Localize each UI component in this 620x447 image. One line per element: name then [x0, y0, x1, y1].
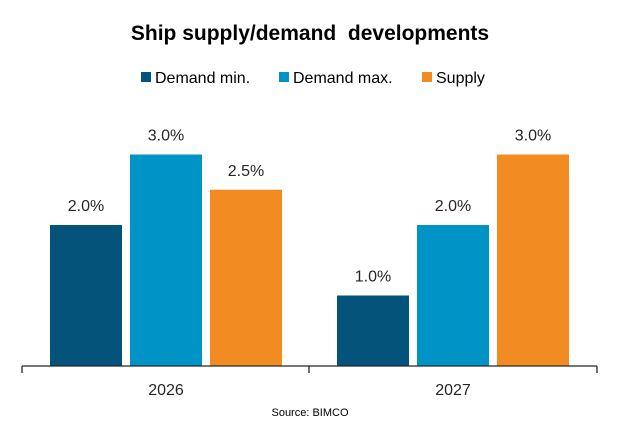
legend-swatch-supply: [422, 72, 432, 82]
legend-item-supply: Supply: [422, 70, 485, 87]
data-label-demand-max-2027: 2.0%: [435, 198, 471, 215]
data-label-supply-2027: 3.0%: [515, 128, 551, 145]
data-label-supply-2026: 2.5%: [228, 163, 264, 180]
data-label-demand-min-2027: 1.0%: [355, 269, 391, 286]
legend-label-supply: Supply: [436, 70, 485, 87]
data-label-demand-min-2026: 2.0%: [68, 198, 104, 215]
chart-title: Ship supply/demand developments: [131, 22, 489, 45]
legend-label-demand-max: Demand max.: [293, 70, 393, 87]
legend-item-demand-max: Demand max.: [279, 70, 393, 87]
bar-demand-max-2027: [417, 225, 489, 366]
x-tick-label-2027: 2027: [435, 382, 471, 399]
bar-demand-min-2027: [337, 295, 409, 366]
data-label-demand-max-2026: 3.0%: [148, 128, 184, 145]
legend-swatch-demand-max: [279, 72, 289, 82]
legend-item-demand-min: Demand min.: [141, 70, 250, 87]
bars-group: [50, 154, 569, 366]
legend: Demand min. Demand max. Supply: [141, 70, 485, 87]
bar-demand-max-2026: [130, 154, 202, 366]
bar-supply-2027: [497, 154, 569, 366]
legend-swatch-demand-min: [141, 72, 151, 82]
bar-supply-2026: [210, 189, 282, 366]
source-note: Source: BIMCO: [271, 407, 348, 419]
legend-label-demand-min: Demand min.: [155, 70, 250, 87]
bar-demand-min-2026: [50, 225, 122, 366]
data-labels-group: 2.0% 3.0% 2.5% 1.0% 2.0% 3.0%: [68, 128, 551, 286]
x-tick-label-2026: 2026: [148, 382, 184, 399]
x-axis: 2026 2027: [21, 365, 598, 399]
